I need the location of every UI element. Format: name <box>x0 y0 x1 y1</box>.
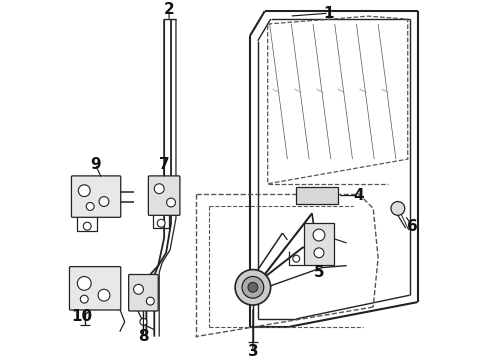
Text: /: / <box>360 88 369 92</box>
Text: /: / <box>316 88 326 92</box>
FancyBboxPatch shape <box>70 267 121 310</box>
Circle shape <box>99 197 109 206</box>
Circle shape <box>78 185 90 197</box>
FancyBboxPatch shape <box>148 176 180 215</box>
Circle shape <box>86 203 94 210</box>
FancyBboxPatch shape <box>129 275 158 311</box>
Text: 6: 6 <box>407 219 418 234</box>
Circle shape <box>134 284 144 294</box>
Circle shape <box>313 229 325 241</box>
Text: 8: 8 <box>138 329 149 344</box>
Text: 3: 3 <box>247 344 258 359</box>
Circle shape <box>242 276 264 298</box>
Bar <box>296 187 338 204</box>
Circle shape <box>391 202 405 215</box>
Text: 1: 1 <box>323 6 334 21</box>
Circle shape <box>77 276 91 290</box>
Circle shape <box>140 318 147 325</box>
Text: 5: 5 <box>314 265 324 280</box>
Circle shape <box>314 248 324 258</box>
Text: /: / <box>381 88 391 92</box>
Circle shape <box>83 222 91 230</box>
Circle shape <box>248 282 258 292</box>
Text: /: / <box>338 88 347 92</box>
Circle shape <box>157 219 165 227</box>
Circle shape <box>98 289 110 301</box>
Circle shape <box>147 297 154 305</box>
Text: 7: 7 <box>159 157 170 172</box>
FancyBboxPatch shape <box>72 176 121 217</box>
Text: /: / <box>273 88 282 92</box>
Circle shape <box>154 184 164 194</box>
Text: 2: 2 <box>164 2 174 17</box>
Circle shape <box>235 270 270 305</box>
Text: 9: 9 <box>90 157 100 172</box>
Circle shape <box>293 255 300 262</box>
Bar <box>304 223 334 265</box>
Circle shape <box>80 295 88 303</box>
Text: /: / <box>294 88 304 92</box>
Circle shape <box>167 198 175 207</box>
Text: 4: 4 <box>353 188 364 203</box>
Text: 10: 10 <box>72 309 93 324</box>
